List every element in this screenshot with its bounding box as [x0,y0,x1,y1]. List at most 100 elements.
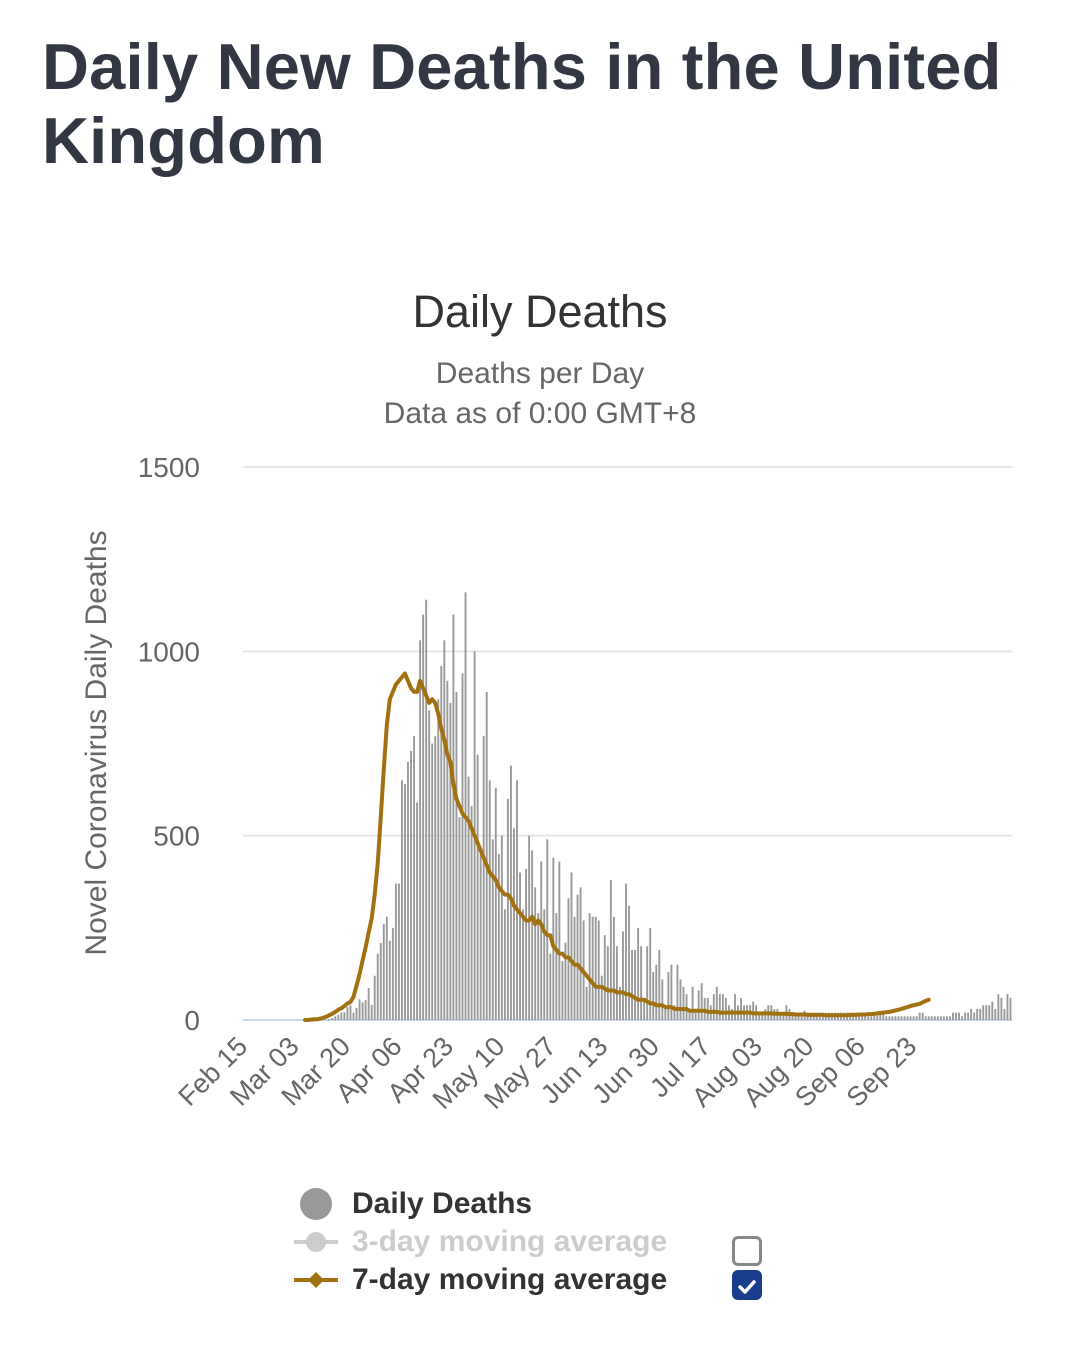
daily-deaths-bar [903,1016,906,1020]
daily-deaths-bar [528,835,531,1020]
daily-deaths-bar [682,986,685,1020]
daily-deaths-bar [506,798,509,1020]
daily-deaths-bar [900,1016,903,1020]
daily-deaths-bar [715,986,718,1020]
daily-deaths-bar [516,780,518,1020]
daily-deaths-bar [976,1008,979,1020]
daily-deaths-bar [691,986,694,1020]
chart-subtitle: Deaths per Day [435,357,645,390]
daily-deaths-bar [531,850,534,1020]
daily-deaths-bar [588,913,591,1020]
legend-item[interactable]: 3-day moving average [290,1223,810,1266]
daily-deaths-bar [452,614,455,1020]
daily-deaths-bar [631,949,633,1020]
legend-label: 7-day moving average [352,1263,668,1296]
daily-deaths-bar [888,1016,891,1020]
daily-deaths-bar [491,839,494,1020]
daily-deaths-bar [337,1014,340,1020]
daily-deaths-bar [876,1012,879,1020]
daily-deaths-bar [1003,1008,1006,1020]
daily-deaths-bar [930,1016,933,1020]
daily-deaths-bar [522,909,524,1020]
daily-deaths-bar [740,997,742,1020]
daily-deaths-bar [401,780,403,1020]
daily-deaths-bar [967,1012,970,1020]
daily-deaths-bar [758,1012,761,1020]
y-tick-label: 500 [153,821,200,852]
daily-deaths-bar [367,987,370,1020]
daily-deaths-bar [476,754,479,1020]
daily-deaths-bar [955,1012,957,1020]
daily-deaths-bar [379,942,382,1020]
daily-deaths-bar [488,780,491,1020]
legend-item[interactable]: 7-day moving average [290,1261,810,1300]
daily-deaths-bar [782,1012,785,1020]
daily-deaths-bar [622,931,624,1020]
daily-deaths-bar [936,1016,939,1020]
daily-deaths-bar [437,699,440,1020]
daily-deaths-bar [724,997,727,1020]
daily-deaths-bar [655,964,658,1020]
daily-deaths-bar [449,702,452,1020]
daily-deaths-bar [915,1016,918,1020]
daily-deaths-bar [906,1016,909,1020]
daily-deaths-bar [873,1012,876,1020]
daily-deaths-bar [867,1016,870,1020]
daily-deaths-bar [891,1016,894,1020]
daily-deaths-bar [924,1016,927,1020]
daily-deaths-bar [700,983,703,1020]
y-tick-label: 0 [184,1005,200,1036]
y-axis-title: Novel Coronavirus Daily Deaths [80,530,113,955]
daily-deaths-bar [394,883,397,1020]
legend-item[interactable]: Daily Deaths [290,1185,810,1223]
daily-deaths-bar [443,640,446,1020]
chart-legend: Daily Deaths 3-day moving average 7-day mo… [290,1185,810,1300]
daily-deaths-bar [458,817,461,1020]
daily-deaths-bar [576,894,579,1020]
daily-deaths-bar [988,1005,991,1020]
daily-deaths-bar [939,1016,942,1020]
daily-deaths-bar [540,861,543,1020]
daily-deaths-bar [382,924,385,1020]
circle-marker-icon [290,1185,342,1223]
diamond-marker-icon [290,1261,342,1299]
daily-deaths-bar [640,946,643,1020]
daily-deaths-bar [612,916,615,1020]
daily-deaths-bar [921,1012,924,1020]
daily-deaths-bar [870,1016,873,1020]
legend-label: 3-day moving average [352,1225,668,1258]
daily-deaths-bar [694,1008,697,1020]
daily-deaths-bar [328,1018,331,1020]
daily-deaths-bar [1009,997,1012,1020]
daily-deaths-bar [376,953,379,1020]
daily-deaths-bar [525,868,528,1020]
daily-deaths-bar [425,599,428,1020]
series-toggle-checkbox[interactable] [732,1270,762,1300]
daily-deaths-bar [494,787,497,1020]
daily-deaths-bar [561,961,564,1020]
series-toggle-checkbox[interactable] [732,1236,762,1266]
daily-deaths-bar [446,680,449,1020]
daily-deaths-bar [364,1000,367,1020]
daily-deaths-bar [570,872,573,1020]
daily-deaths-bar [752,1001,755,1020]
daily-deaths-bar [628,905,630,1020]
daily-deaths-bar [373,975,376,1020]
daily-deaths-bar [912,1016,915,1020]
daily-deaths-bar [952,1012,954,1020]
daily-deaths-bar [370,1004,373,1020]
daily-deaths-bar [706,997,709,1020]
daily-deaths-bar [973,1012,976,1020]
daily-deaths-bar [388,940,391,1020]
daily-deaths-bar [676,964,679,1020]
daily-deaths-bar [721,994,724,1020]
check-icon [738,1280,756,1294]
daily-deaths-bar [942,1016,945,1020]
daily-deaths-bar [994,1008,997,1020]
daily-deaths-bar [697,990,700,1020]
daily-deaths-bar [497,854,500,1020]
daily-deaths-bar [718,994,721,1020]
daily-deaths-bar [479,846,482,1020]
daily-deaths-bar [546,839,549,1020]
daily-deaths-bar [349,1005,352,1020]
